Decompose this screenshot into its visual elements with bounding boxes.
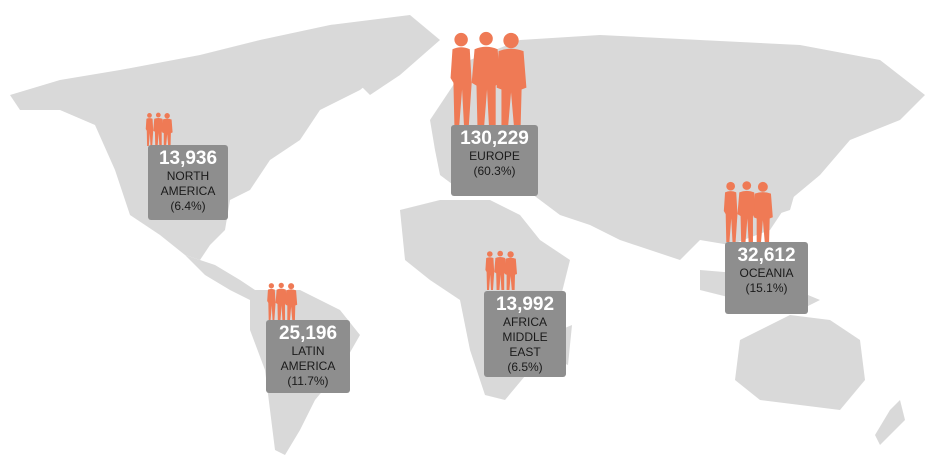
region-box-oceania: 32,612 OCEANIA (15.1%): [725, 242, 808, 314]
japan-landmass: [775, 150, 800, 215]
region-share: (6.4%): [170, 199, 206, 213]
region-name: AFRICA MIDDLE EAST: [502, 315, 548, 359]
region-value: 13,992: [495, 294, 555, 315]
people-icon: [267, 282, 298, 320]
north-america-landmass: [10, 20, 410, 260]
central-america-landmass: [185, 255, 255, 300]
australia-landmass: [735, 315, 865, 410]
region-name: OCEANIA: [739, 266, 794, 280]
region-share: (6.5%): [507, 360, 543, 374]
region-share: (60.3%): [473, 164, 516, 178]
region-value: 32,612: [737, 245, 796, 266]
region-name: LATIN AMERICA: [280, 344, 336, 373]
region-box-latin-america: 25,196 LATIN AMERICA (11.7%): [266, 320, 350, 393]
new-zealand-landmass: [875, 400, 905, 445]
people-icon: [450, 31, 527, 126]
region-box-north-america: 13,936 NORTH AMERICA (6.4%): [148, 145, 228, 220]
people-icon: [723, 181, 773, 242]
region-box-europe: 130,229 EUROPE (60.3%): [451, 125, 538, 196]
eurasia-landmass: [430, 35, 925, 260]
region-box-africa-middle-east: 13,992 AFRICA MIDDLE EAST (6.5%): [484, 291, 566, 377]
region-share: (15.1%): [745, 281, 788, 295]
region-value: 25,196: [278, 323, 338, 344]
people-icon: [485, 250, 517, 290]
greenland-landmass: [330, 15, 440, 95]
region-name: EUROPE: [469, 149, 520, 163]
people-icon: [145, 112, 173, 146]
region-name: NORTH AMERICA: [160, 169, 216, 198]
region-share: (11.7%): [287, 374, 329, 388]
region-value: 13,936: [158, 148, 218, 169]
region-value: 130,229: [460, 128, 529, 149]
